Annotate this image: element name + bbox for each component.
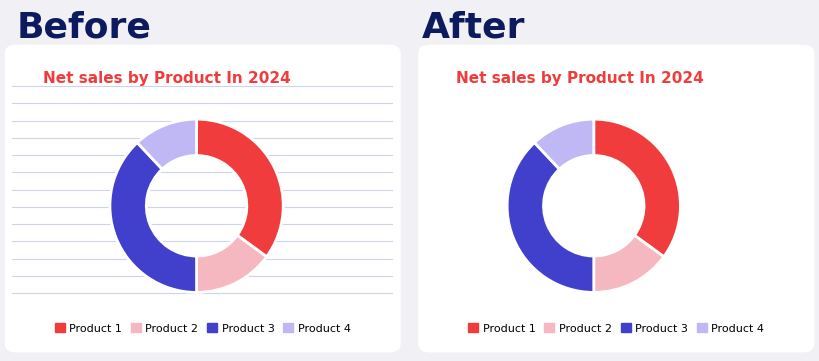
Text: After: After (422, 11, 525, 45)
Wedge shape (535, 119, 594, 169)
Wedge shape (507, 143, 594, 292)
Text: Net sales by Product In 2024: Net sales by Product In 2024 (456, 71, 704, 86)
Wedge shape (594, 119, 681, 257)
Legend: Product 1, Product 2, Product 3, Product 4: Product 1, Product 2, Product 3, Product… (50, 319, 355, 338)
Text: Before: Before (16, 11, 152, 45)
Wedge shape (110, 143, 197, 292)
Legend: Product 1, Product 2, Product 3, Product 4: Product 1, Product 2, Product 3, Product… (464, 319, 769, 338)
Text: Net sales by Product In 2024: Net sales by Product In 2024 (43, 71, 291, 86)
Wedge shape (197, 235, 267, 292)
FancyBboxPatch shape (5, 45, 400, 352)
FancyBboxPatch shape (419, 45, 814, 352)
Wedge shape (197, 119, 283, 257)
Wedge shape (138, 119, 197, 169)
Wedge shape (594, 235, 664, 292)
